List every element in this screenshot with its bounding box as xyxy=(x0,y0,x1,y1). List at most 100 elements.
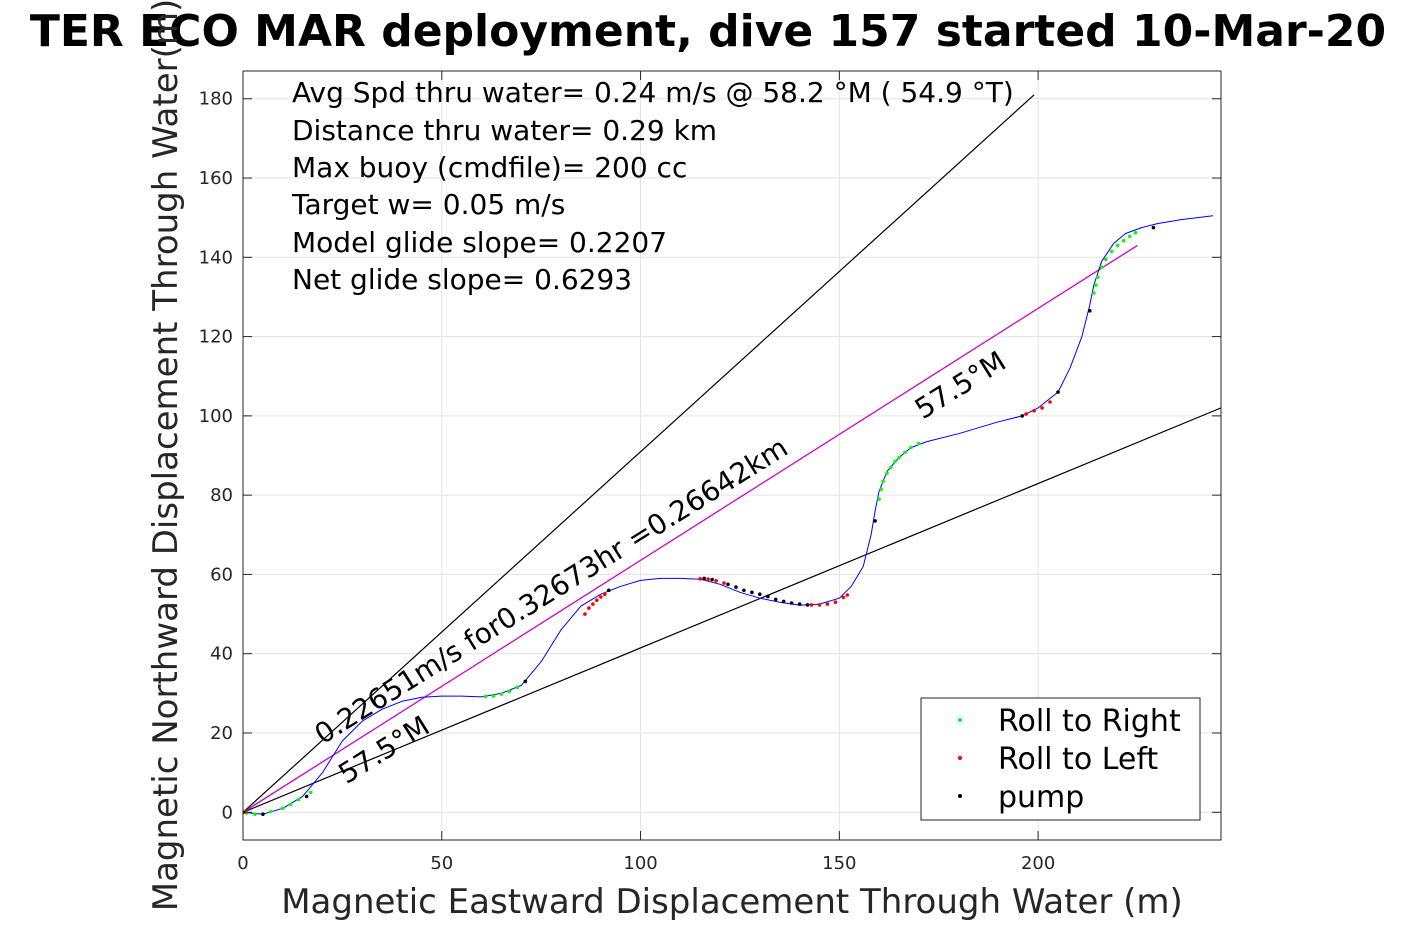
axis-ticks: 0 50 100 150 200 0 20 40 60 80 100 120 140 160 180 xyxy=(199,71,1221,874)
marker-roll-to-left xyxy=(841,595,846,600)
marker-pump xyxy=(304,794,309,799)
y-tick-label: 140 xyxy=(199,247,233,268)
marker-roll-to-left xyxy=(825,602,830,606)
marker-pump xyxy=(758,592,762,596)
marker-pump xyxy=(726,582,730,587)
marker-roll-to-right xyxy=(269,809,273,814)
legend-label-pump: pump xyxy=(998,780,1084,815)
marker-pump xyxy=(766,594,770,599)
y-axis-label: Magnetic Northward Displacement Through … xyxy=(146,0,186,911)
marker-roll-to-right xyxy=(881,479,885,484)
marker-roll-to-right xyxy=(1096,275,1100,279)
marker-roll-to-right xyxy=(1121,238,1126,243)
legend-label-roll-to-left: Roll to Left xyxy=(998,742,1158,777)
marker-pump xyxy=(607,588,611,593)
marker-pump xyxy=(523,679,528,684)
y-tick-label: 20 xyxy=(210,723,233,744)
x-tick-label: 150 xyxy=(822,853,856,874)
marker-roll-to-right xyxy=(917,441,921,446)
marker-roll-to-right xyxy=(885,471,889,476)
marker-pump xyxy=(261,812,265,816)
marker-roll-to-right xyxy=(903,450,907,455)
marker-roll-to-left xyxy=(1040,406,1044,410)
marker-roll-to-left xyxy=(603,592,607,596)
marker-roll-to-left xyxy=(1032,408,1036,413)
marker-pump xyxy=(873,519,877,523)
legend-box xyxy=(920,697,1201,821)
x-tick-label: 100 xyxy=(623,853,657,874)
marker-pump xyxy=(781,599,786,604)
marker-pump xyxy=(1056,390,1060,394)
stats-line-net-glide: Net glide slope= 0.6293 xyxy=(292,263,632,296)
marker-roll-to-left xyxy=(817,603,822,607)
marker-roll-to-left xyxy=(583,612,587,616)
track-line xyxy=(243,215,1214,815)
model-line xyxy=(243,244,1138,813)
marker-pump xyxy=(750,590,754,595)
legend-marker-roll-to-right xyxy=(958,718,962,722)
stats-line-distance: Distance thru water= 0.29 km xyxy=(292,114,717,147)
marker-pump xyxy=(1088,309,1092,313)
marker-roll-to-right xyxy=(1099,265,1104,270)
marker-roll-to-right xyxy=(897,455,901,460)
marker-roll-to-left xyxy=(809,603,814,607)
stats-line-model-glide: Model glide slope= 0.2207 xyxy=(292,226,667,259)
stats-text-block: Avg Spd thru water= 0.24 m/s @ 58.2 °M (… xyxy=(291,76,1014,296)
marker-pump xyxy=(797,602,802,606)
marker-pump xyxy=(710,577,714,582)
y-tick-label: 60 xyxy=(210,564,233,585)
y-tick-label: 80 xyxy=(210,485,233,506)
marker-roll-to-right xyxy=(308,790,313,795)
marker-roll-to-right xyxy=(515,685,520,690)
marker-roll-to-right xyxy=(499,692,504,696)
marker-roll-to-right xyxy=(491,694,496,698)
marker-roll-to-left xyxy=(714,579,718,583)
marker-roll-to-right xyxy=(296,797,301,802)
marker-roll-to-right xyxy=(483,694,488,699)
x-tick-label: 200 xyxy=(1021,853,1055,874)
marker-roll-to-left xyxy=(591,602,595,606)
y-tick-label: 160 xyxy=(199,168,233,189)
marker-pump xyxy=(1151,225,1156,230)
y-tick-label: 180 xyxy=(199,89,233,110)
marker-pump xyxy=(773,597,778,602)
marker-roll-to-right xyxy=(1103,257,1108,262)
marker-roll-to-left xyxy=(1048,400,1052,404)
marker-roll-to-right xyxy=(281,806,285,811)
marker-pump xyxy=(734,585,738,589)
marker-roll-to-left xyxy=(595,598,599,602)
plot-frame xyxy=(242,70,1222,841)
marker-roll-to-left xyxy=(845,593,850,597)
marker-roll-to-left xyxy=(833,600,838,604)
legend-label-roll-to-right: Roll to Right xyxy=(998,704,1181,739)
marker-pump xyxy=(742,588,746,593)
marker-roll-to-right xyxy=(893,459,897,464)
marker-roll-to-right xyxy=(877,497,881,501)
bound-line-1 xyxy=(243,407,1221,813)
stats-line-max-buoy: Max buoy (cmdfile)= 200 cc xyxy=(292,151,687,184)
marker-roll-to-left xyxy=(587,606,591,610)
plot-lines xyxy=(243,94,1221,815)
legend-marker-pump xyxy=(958,794,962,798)
marker-roll-to-left xyxy=(599,595,603,599)
plot-markers xyxy=(243,225,1156,816)
marker-roll-to-right xyxy=(909,445,913,450)
marker-roll-to-right xyxy=(288,802,293,807)
marker-roll-to-right xyxy=(1133,230,1138,235)
marker-roll-to-right xyxy=(879,487,883,492)
marker-pump xyxy=(789,601,794,605)
marker-roll-to-right xyxy=(889,465,893,470)
x-axis-label: Magnetic Eastward Displacement Through W… xyxy=(281,882,1183,922)
marker-roll-to-right xyxy=(1092,291,1096,295)
bound-line-0 xyxy=(243,94,1035,813)
marker-roll-to-left xyxy=(722,581,726,585)
x-tick-label: 0 xyxy=(237,853,248,874)
marker-pump xyxy=(702,576,706,581)
marker-roll-to-right xyxy=(1109,249,1114,254)
marker-roll-to-left xyxy=(698,577,702,581)
chart-title: TER ECO MAR deployment, dive 157 started… xyxy=(30,6,1386,57)
marker-roll-to-left xyxy=(706,577,710,581)
marker-roll-to-right xyxy=(1127,234,1132,239)
